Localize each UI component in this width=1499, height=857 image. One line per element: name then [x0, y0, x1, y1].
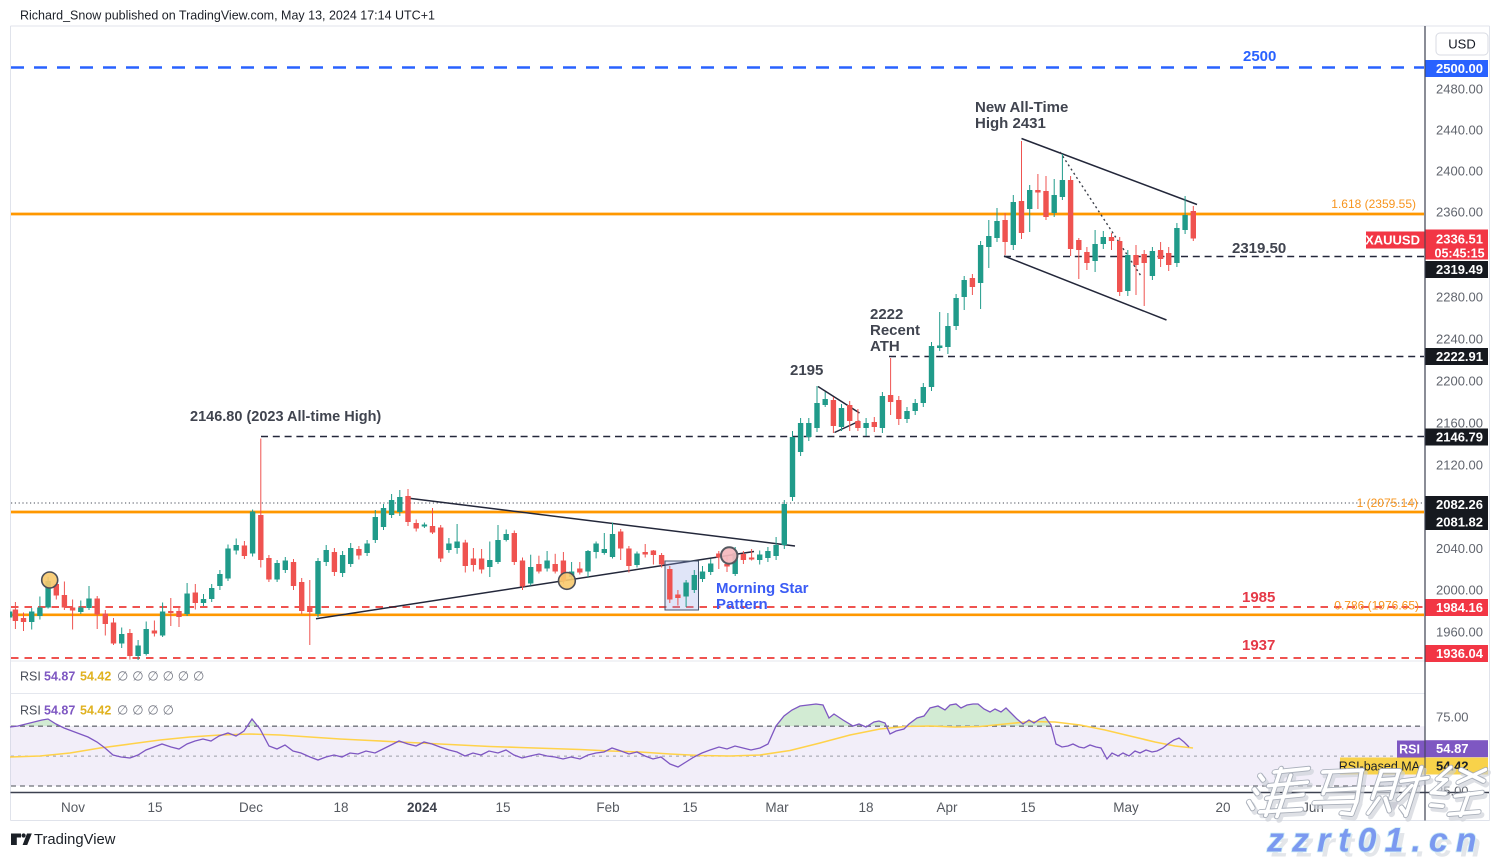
svg-text:∅: ∅ [163, 669, 174, 684]
svg-text:RSI: RSI [20, 704, 41, 718]
svg-text:2222: 2222 [870, 306, 903, 323]
svg-text:∅: ∅ [147, 669, 158, 684]
svg-text:1937: 1937 [1242, 637, 1275, 654]
svg-text:RSI: RSI [1399, 743, 1420, 757]
svg-text:Morning Star: Morning Star [716, 580, 809, 597]
svg-text:2319.49: 2319.49 [1436, 262, 1483, 277]
svg-text:May: May [1113, 800, 1139, 815]
svg-text:2360.00: 2360.00 [1436, 205, 1483, 220]
svg-text:∅: ∅ [117, 703, 128, 718]
svg-text:2280.00: 2280.00 [1436, 290, 1483, 305]
svg-text:2024: 2024 [407, 800, 438, 815]
svg-text:High 2431: High 2431 [975, 115, 1046, 132]
svg-text:15: 15 [1020, 800, 1035, 815]
svg-text:USD: USD [1448, 37, 1475, 52]
svg-text:1 (2075.14): 1 (2075.14) [1357, 496, 1418, 510]
svg-text:05:45:15: 05:45:15 [1435, 247, 1485, 261]
svg-text:54.87: 54.87 [1436, 741, 1469, 756]
svg-text:∅: ∅ [132, 669, 143, 684]
svg-text:15: 15 [495, 800, 510, 815]
svg-text:2400.00: 2400.00 [1436, 164, 1483, 179]
svg-text:18: 18 [858, 800, 873, 815]
svg-text:2240.00: 2240.00 [1436, 332, 1483, 347]
svg-text:Nov: Nov [61, 800, 85, 815]
svg-text:54.87: 54.87 [44, 704, 75, 718]
svg-text:Recent: Recent [870, 322, 920, 339]
svg-text:∅: ∅ [178, 669, 189, 684]
svg-text:2040.00: 2040.00 [1436, 541, 1483, 556]
svg-text:1936.04: 1936.04 [1436, 646, 1484, 661]
svg-text:zzrt01.cn: zzrt01.cn [1266, 822, 1485, 857]
svg-text:Apr: Apr [936, 800, 958, 815]
svg-text:∅: ∅ [132, 703, 143, 718]
svg-text:2440.00: 2440.00 [1436, 123, 1483, 138]
svg-text:Feb: Feb [596, 800, 619, 815]
svg-text:2500.00: 2500.00 [1436, 61, 1483, 76]
svg-text:ATH: ATH [870, 338, 900, 355]
svg-text:2319.50: 2319.50 [1232, 240, 1286, 257]
svg-text:∅: ∅ [193, 669, 204, 684]
svg-text:2120.00: 2120.00 [1436, 458, 1483, 473]
svg-text:TradingView: TradingView [34, 832, 116, 848]
svg-text:1960.00: 1960.00 [1436, 625, 1483, 640]
svg-text:New All-Time: New All-Time [975, 99, 1068, 116]
svg-text:2000.00: 2000.00 [1436, 583, 1483, 598]
svg-text:Richard_Snow published on Trad: Richard_Snow published on TradingView.co… [20, 9, 435, 23]
svg-text:2200.00: 2200.00 [1436, 374, 1483, 389]
svg-text:54.42: 54.42 [80, 670, 111, 684]
svg-text:18: 18 [333, 800, 348, 815]
svg-text:15: 15 [147, 800, 162, 815]
svg-text:2081.82: 2081.82 [1436, 515, 1483, 530]
svg-text:2336.51: 2336.51 [1436, 232, 1483, 247]
svg-text:75.00: 75.00 [1436, 710, 1469, 725]
svg-text:XAUUSD: XAUUSD [1365, 233, 1420, 248]
svg-text:1985: 1985 [1242, 589, 1275, 606]
svg-text:1.618 (2359.55): 1.618 (2359.55) [1331, 197, 1416, 211]
svg-text:20: 20 [1215, 800, 1230, 815]
svg-text:RSI: RSI [20, 670, 41, 684]
svg-text:2500: 2500 [1243, 48, 1276, 65]
svg-text:2480.00: 2480.00 [1436, 82, 1483, 97]
svg-text:54.42: 54.42 [80, 704, 111, 718]
svg-text:∅: ∅ [163, 703, 174, 718]
svg-text:2082.26: 2082.26 [1436, 497, 1483, 512]
svg-text:Dec: Dec [239, 800, 263, 815]
svg-text:1984.16: 1984.16 [1436, 600, 1483, 615]
svg-text:2146.80 (2023 All-time High): 2146.80 (2023 All-time High) [190, 409, 381, 425]
svg-text:zzrt01.cn: zzrt01.cn [1271, 827, 1490, 857]
svg-text:Pattern: Pattern [716, 596, 768, 613]
svg-text:2146.79: 2146.79 [1436, 430, 1483, 445]
svg-text:∅: ∅ [147, 703, 158, 718]
svg-text:2160.00: 2160.00 [1436, 416, 1483, 431]
svg-text:2222.91: 2222.91 [1436, 349, 1483, 364]
svg-text:0.786 (1976.65): 0.786 (1976.65) [1334, 599, 1419, 613]
svg-text:2195: 2195 [790, 362, 823, 379]
svg-text:∅: ∅ [117, 669, 128, 684]
svg-text:Mar: Mar [765, 800, 789, 815]
svg-text:54.87: 54.87 [44, 670, 75, 684]
svg-text:15: 15 [682, 800, 697, 815]
